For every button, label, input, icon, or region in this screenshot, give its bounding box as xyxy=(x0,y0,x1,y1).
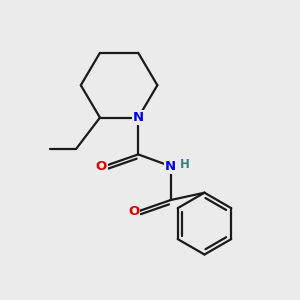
Text: H: H xyxy=(180,158,190,171)
Text: O: O xyxy=(128,205,140,218)
Text: N: N xyxy=(165,160,176,173)
Text: O: O xyxy=(96,160,107,173)
Text: N: N xyxy=(133,111,144,124)
